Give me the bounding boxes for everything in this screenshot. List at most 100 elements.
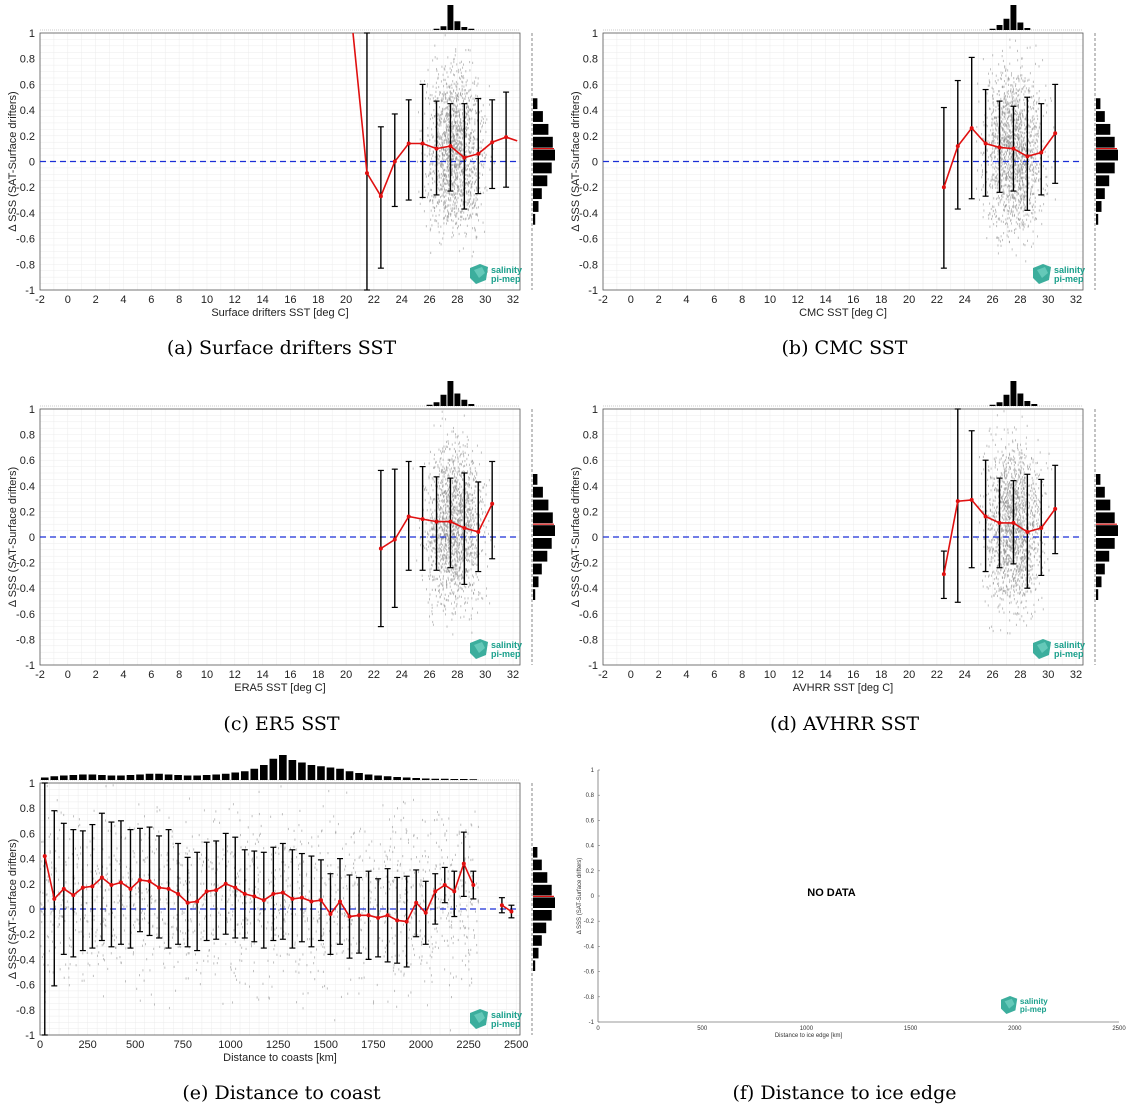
scatter-point [446,129,448,132]
scatter-point [448,562,450,565]
scatter-point [1016,145,1018,148]
scatter-point [1029,167,1031,171]
scatter-point [446,499,448,502]
scatter-point [438,113,440,116]
scatter-point [1017,158,1019,161]
scatter-point [1026,149,1027,152]
scatter-point [453,82,455,85]
scatter-point [443,178,445,181]
scatter-point [444,169,446,172]
right-histogram-bar [533,98,538,110]
scatter-point [471,146,473,150]
scatter-point [457,493,459,496]
scatter-point [466,174,468,177]
scatter-point [464,445,466,448]
scatter-point [1018,80,1020,83]
scatter-point [455,146,457,149]
scatter-point [430,496,432,499]
scatter-point [985,181,987,184]
scatter-point [465,235,467,238]
scatter-point [1005,69,1006,72]
scatter-point [439,547,441,551]
scatter-point [439,522,441,525]
scatter-point [459,61,461,65]
scatter-point [468,478,470,481]
scatter-point [1038,135,1040,138]
scatter-point [467,164,469,167]
scatter-point [1005,218,1007,221]
scatter-point [455,105,457,109]
scatter-point [474,544,476,547]
scatter-point [461,87,463,91]
scatter-point [1024,163,1025,166]
scatter-point [464,488,466,491]
scatter-point [443,524,445,527]
scatter-point [1021,120,1023,123]
scatter-point [462,81,464,84]
scatter-point [1017,89,1019,92]
scatter-point [446,179,447,182]
scatter-point [444,605,446,608]
scatter-point [1002,126,1004,130]
scatter-point [457,466,459,469]
scatter-point [446,99,448,102]
scatter-point [1031,185,1032,189]
scatter-point [456,145,458,149]
scatter-point [1021,205,1023,208]
scatter-point [466,463,468,466]
scatter-point [457,149,459,152]
scatter-point [981,173,983,176]
scatter-point [1015,84,1016,88]
scatter-point [455,130,457,133]
scatter-point [435,86,437,89]
scatter-point [461,148,462,152]
caption-b: (b) CMC SST [781,337,908,359]
scatter-point [465,187,467,190]
scatter-point [1023,207,1025,210]
scatter-point [473,520,475,523]
scatter-point [1015,102,1017,105]
scatter-point [480,129,482,132]
scatter-point [477,95,478,98]
scatter-point [458,71,460,74]
scatter-point [455,540,457,543]
scatter-point [449,448,451,451]
scatter-point [473,478,475,481]
scatter-point [982,137,984,141]
scatter-point [472,108,473,111]
scatter-point [442,141,444,144]
scatter-point [454,179,456,182]
scatter-point [445,97,447,100]
scatter-point [453,565,455,568]
scatter-point [424,79,425,83]
scatter-point [1023,201,1024,204]
right-histogram-bar [1096,162,1115,174]
scatter-point [1032,127,1034,131]
scatter-point [451,540,453,543]
scatter-point [1023,143,1025,146]
mean-point [983,141,988,146]
scatter-point [468,150,470,153]
scatter-point [1019,173,1021,177]
scatter-point [1008,191,1010,194]
scatter-point [443,545,445,548]
scatter-point [448,595,450,598]
scatter-point [474,99,476,102]
scatter-point [474,229,476,232]
scatter-point [996,221,998,224]
scatter-point [447,75,449,79]
scatter-point [468,512,470,515]
scatter-point [482,139,484,142]
scatter-point [448,442,450,445]
scatter-point [461,215,463,219]
scatter-point [1017,136,1019,139]
scatter-point [447,137,449,140]
scatter-point [454,570,456,574]
scatter-point [446,83,448,86]
scatter-point [467,184,469,187]
scatter-point [447,156,449,160]
scatter-point [466,540,468,543]
scatter-point [465,158,467,162]
scatter-point [439,555,441,558]
scatter-point [443,603,445,606]
